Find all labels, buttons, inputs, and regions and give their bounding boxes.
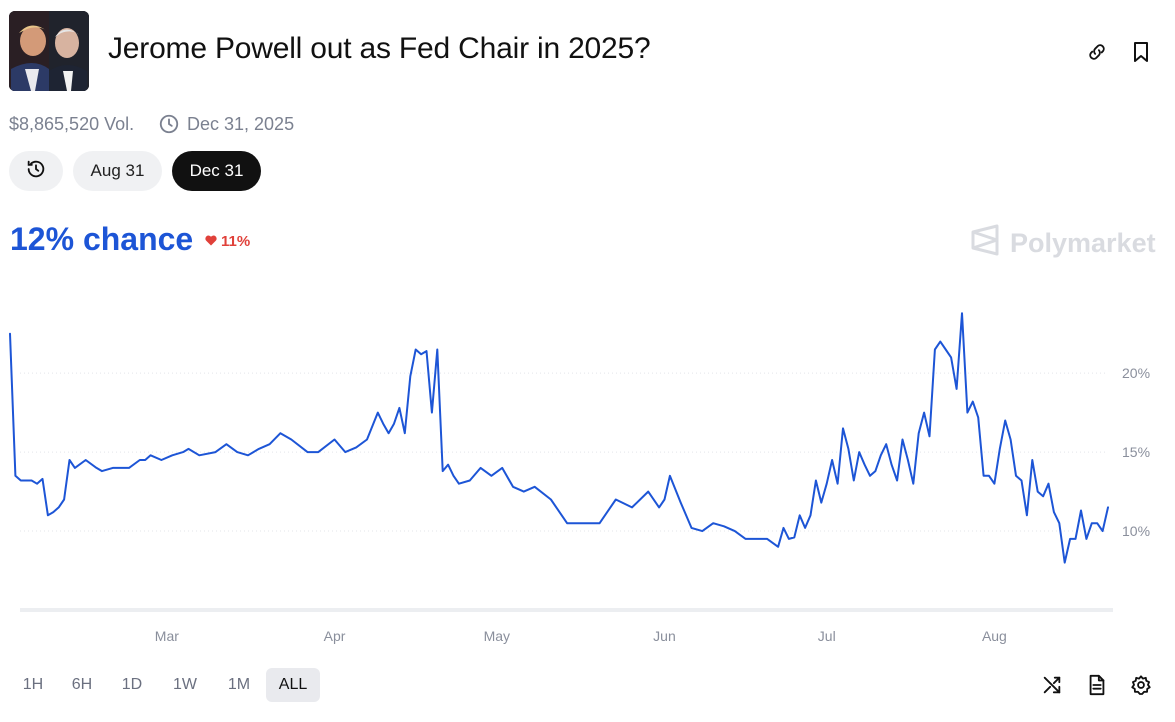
price-chart[interactable]: 10% 15% 20% Mar Apr May Jun Jul Aug <box>0 290 1175 645</box>
range-1h-button[interactable]: 1H <box>22 676 44 693</box>
x-tick-label: May <box>484 628 510 644</box>
x-tick-label: Jun <box>653 628 676 644</box>
clock-icon <box>158 113 180 135</box>
date-pill-aug31[interactable]: Aug 31 <box>73 151 162 191</box>
polymarket-logo-icon <box>970 224 1000 263</box>
y-tick-label: 15% <box>1122 444 1150 460</box>
change-badge: 11% <box>205 233 250 250</box>
date-pill-dec31[interactable]: Dec 31 <box>172 151 261 191</box>
x-tick-label: Apr <box>324 628 346 644</box>
range-1d-button[interactable]: 1D <box>121 676 143 693</box>
market-thumbnail <box>9 11 89 91</box>
history-icon <box>25 158 47 185</box>
shuffle-icon[interactable] <box>1040 673 1064 697</box>
range-6h-button[interactable]: 6H <box>71 676 93 693</box>
x-axis: Mar Apr May Jun Jul Aug <box>155 628 1007 644</box>
end-date-text: Dec 31, 2025 <box>187 114 295 134</box>
y-tick-label: 20% <box>1122 365 1150 381</box>
market-image <box>9 11 89 91</box>
chart-baseline-bar <box>20 608 1113 612</box>
history-button[interactable] <box>9 151 63 191</box>
series-line <box>9 312 1109 564</box>
x-tick-label: Mar <box>155 628 179 644</box>
y-tick-label: 10% <box>1122 523 1150 539</box>
range-1m-button[interactable]: 1M <box>227 676 251 693</box>
chart-baseline <box>20 608 1113 612</box>
volume-text: $8,865,520 Vol. <box>9 114 135 134</box>
range-1w-button[interactable]: 1W <box>173 676 197 693</box>
range-all-button[interactable]: ALL <box>266 668 320 702</box>
document-icon[interactable] <box>1085 673 1109 697</box>
page-title: Jerome Powell out as Fed Chair in 2025? <box>108 32 651 65</box>
brand-name: Polymarket <box>1010 228 1156 258</box>
heart-down-icon <box>205 233 217 250</box>
chart-grid <box>20 372 1108 532</box>
chance-value: 12% chance <box>10 221 194 257</box>
x-tick-label: Aug <box>982 628 1007 644</box>
bookmark-icon[interactable] <box>1128 39 1154 65</box>
change-value: 11% <box>221 233 251 250</box>
x-tick-label: Jul <box>818 628 836 644</box>
link-icon[interactable] <box>1084 39 1110 65</box>
brand-watermark: Polymarket <box>970 224 1156 263</box>
series-layer <box>9 312 1109 564</box>
y-axis: 10% 15% 20% <box>1122 365 1150 539</box>
gear-icon[interactable] <box>1129 673 1153 697</box>
